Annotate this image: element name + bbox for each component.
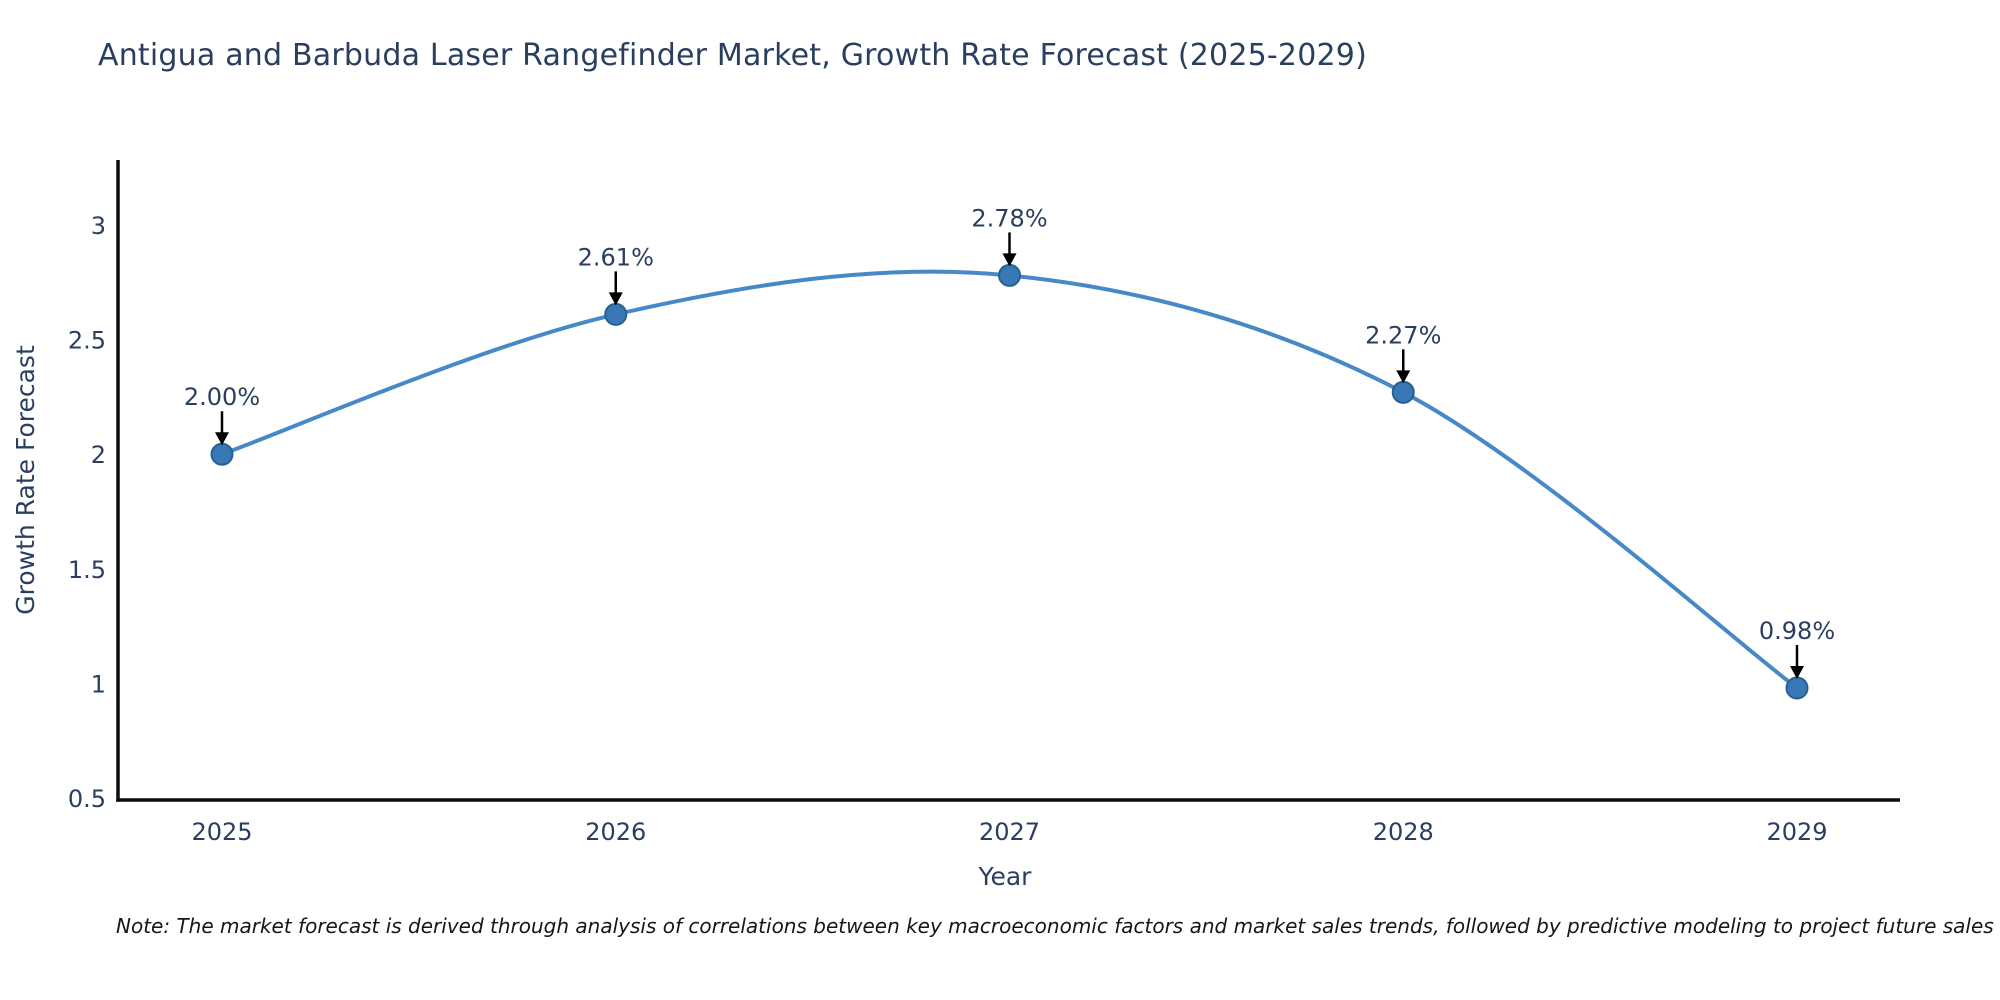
data-point-2025[interactable] (210, 442, 234, 466)
x-tick-label: 2028 (1373, 818, 1434, 846)
annotation-arrow-head (1002, 253, 1017, 267)
series-line (220, 269, 1799, 690)
data-point-2026[interactable] (604, 302, 628, 326)
data-point-2027[interactable] (998, 263, 1021, 287)
annotation-arrow-head (215, 432, 229, 446)
y-tick-label: 1 (91, 670, 106, 698)
value-label: 2.61% (578, 243, 654, 271)
y-axis-title: Growth Rate Forecast (11, 345, 40, 615)
y-tick-label: 0.5 (68, 785, 106, 813)
data-points (210, 263, 1809, 700)
annotation-arrow-head (1396, 370, 1411, 384)
data-point-2028[interactable] (1391, 380, 1415, 404)
axes (116, 160, 1900, 802)
x-tick-label: 2026 (585, 818, 646, 846)
value-label: 2.00% (184, 383, 260, 411)
y-axis-ticks: 0.5 1 1.5 2 2.5 3 (68, 212, 106, 813)
annotation-arrow-head (1790, 665, 1804, 679)
annotation-arrow-head (608, 292, 623, 306)
y-tick-label: 2 (91, 441, 106, 469)
x-tick-label: 2029 (1766, 818, 1827, 846)
footnote: Note: The market forecast is derived thr… (116, 914, 1994, 938)
value-label: 0.98% (1759, 617, 1835, 645)
x-axis-title: Year (978, 862, 1033, 891)
data-point-2029[interactable] (1785, 676, 1809, 700)
y-tick-label: 2.5 (68, 327, 106, 355)
chart-title: Antigua and Barbuda Laser Rangefinder Ma… (98, 38, 1367, 73)
y-tick-label: 3 (91, 212, 106, 240)
x-tick-label: 2027 (979, 818, 1040, 846)
value-label: 2.27% (1365, 321, 1441, 349)
y-tick-label: 1.5 (68, 556, 106, 584)
x-axis-ticks: 2025 2026 2027 2028 2029 (191, 818, 1827, 846)
value-label: 2.78% (971, 204, 1047, 232)
x-tick-label: 2025 (191, 818, 252, 846)
annotations: 2.00% 2.61% 2.78% 2.27% 0.98% (184, 204, 1835, 679)
